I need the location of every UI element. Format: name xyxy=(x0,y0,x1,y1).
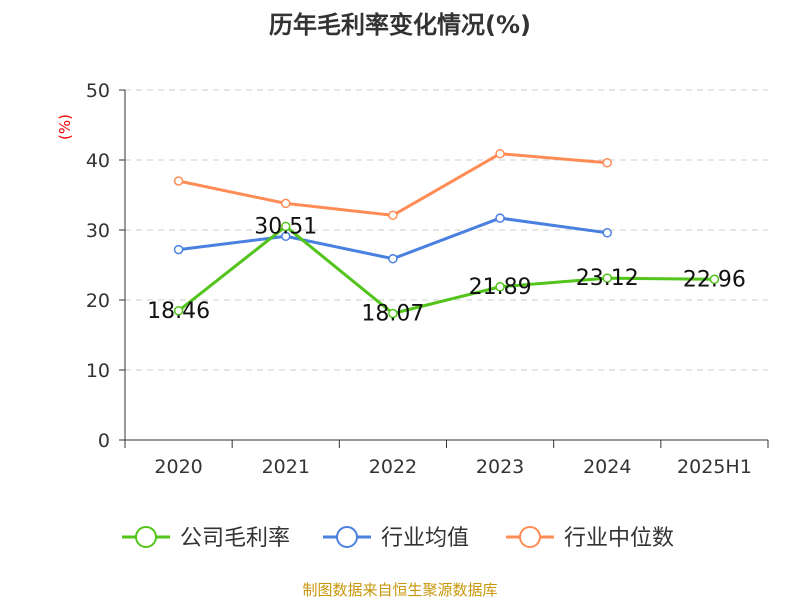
legend-label: 行业中位数 xyxy=(564,526,674,551)
data-point xyxy=(388,308,398,319)
x-tick-label: 2025H1 xyxy=(677,456,752,478)
legend-label: 公司毛利率 xyxy=(180,526,290,551)
y-tick-label: 40 xyxy=(86,150,110,172)
data-label: 30.51 xyxy=(254,214,317,239)
x-tick-label: 2023 xyxy=(476,456,524,478)
y-axis-label: (%) xyxy=(56,114,74,140)
data-point xyxy=(173,306,184,316)
data-point xyxy=(602,228,612,238)
data-label: 21.89 xyxy=(469,275,532,300)
data-point xyxy=(281,221,291,232)
source-footer: 制图数据来自恒生聚源数据库 xyxy=(302,581,497,599)
data-point xyxy=(173,176,184,186)
legend-marker-icon xyxy=(336,526,358,548)
data-label: 23.12 xyxy=(576,266,639,291)
y-tick-label: 30 xyxy=(86,220,110,242)
y-tick-label: 20 xyxy=(86,290,110,312)
data-point xyxy=(495,148,505,159)
data-point xyxy=(388,210,398,221)
data-label: 18.46 xyxy=(147,299,210,324)
data-point xyxy=(602,158,612,168)
x-tick-label: 2022 xyxy=(369,456,417,478)
chart-title: 历年毛利率变化情况(%) xyxy=(269,11,531,39)
legend-marker-icon xyxy=(519,526,541,548)
data-point xyxy=(281,198,291,209)
data-point xyxy=(495,213,505,223)
legend-label: 行业均值 xyxy=(381,526,469,551)
data-label: 18.07 xyxy=(361,302,424,327)
data-point xyxy=(709,274,720,285)
y-tick-label: 0 xyxy=(98,430,110,452)
legend-marker-icon xyxy=(135,526,157,548)
data-label: 22.96 xyxy=(683,267,746,292)
data-point xyxy=(388,253,398,264)
y-tick-label: 50 xyxy=(86,80,110,102)
data-point xyxy=(495,282,505,292)
y-tick-label: 10 xyxy=(86,360,110,382)
data-point xyxy=(173,244,184,255)
x-tick-label: 2020 xyxy=(154,456,202,478)
series-line xyxy=(178,216,608,261)
data-point xyxy=(602,273,612,283)
x-tick-label: 2021 xyxy=(262,456,310,478)
series-line xyxy=(178,152,608,217)
data-point xyxy=(281,231,291,242)
x-tick-label: 2024 xyxy=(583,456,631,478)
series-line xyxy=(177,224,715,316)
